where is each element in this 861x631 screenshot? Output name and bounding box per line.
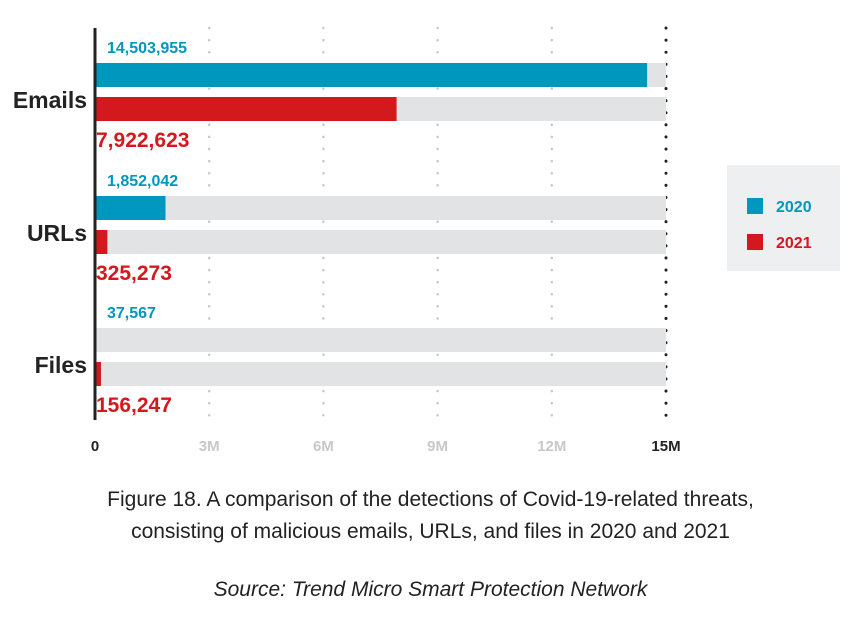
x-tick-label: 3M [199,438,220,455]
x-tick-label: 12M [537,438,566,455]
data-label: 1,852,042 [107,173,178,190]
x-tick-label: 9M [427,438,448,455]
bar-track [95,328,666,352]
caption-line-1: Figure 18. A comparison of the detection… [107,488,754,511]
caption-line-2: consisting of malicious emails, URLs, an… [131,520,730,543]
legend-swatch [747,234,763,250]
legend-swatch [747,198,763,214]
data-label: 325,273 [96,262,172,285]
legend-box [727,165,840,271]
bar-track [95,196,666,220]
bar-chart: 3M 6M 9M 12M 15M 0 Emails 14,503,955 7,922,623 UR… [13,26,840,455]
bar-2020 [95,63,648,87]
data-label: 7,922,623 [96,129,189,152]
x-tick-label: 6M [313,438,334,455]
data-label: 14,503,955 [107,40,187,57]
category-label: URLs [27,220,87,246]
x-tick-label: 0 [91,438,99,455]
x-tick-label: 15M [651,438,680,455]
category-label: Files [35,352,87,378]
bar-track [95,230,666,254]
category-label: Emails [13,87,87,113]
legend-label: 2021 [776,235,812,252]
data-label: 156,247 [96,394,172,417]
figure-caption: Figure 18. A comparison of the detection… [0,484,861,548]
bar-2021 [95,97,397,121]
data-label: 37,567 [107,305,156,322]
source-note: Source: Trend Micro Smart Protection Net… [213,578,648,601]
bar-track [95,362,666,386]
legend-label: 2020 [776,199,812,216]
bar-2020 [95,196,166,220]
bar-2021 [95,362,101,386]
bar-2021 [95,230,108,254]
